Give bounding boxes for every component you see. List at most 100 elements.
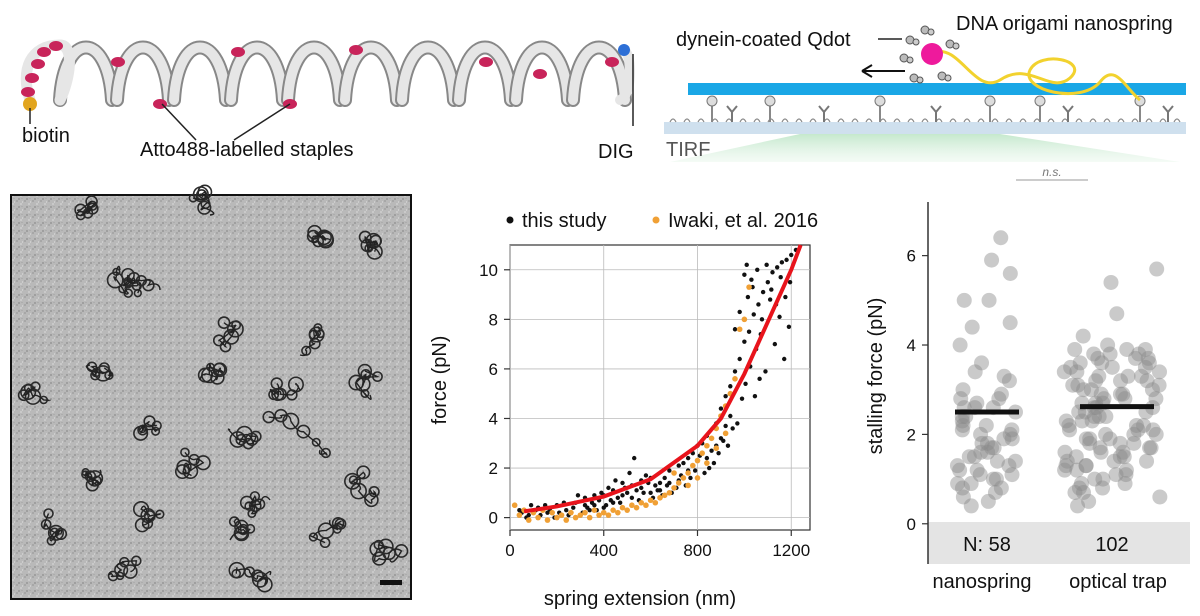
atto488-staple	[605, 57, 619, 67]
point-iwaki	[629, 502, 635, 509]
point-iwaki	[544, 517, 551, 523]
point-this-study	[732, 369, 738, 374]
nanospring-particle-loop	[43, 508, 54, 519]
stall-point-optical-trap	[1118, 467, 1134, 483]
point-this-study	[667, 480, 672, 486]
nanospring-particle-loop	[368, 485, 380, 498]
stall-point-optical-trap	[1091, 368, 1107, 384]
y-antibody	[1162, 105, 1174, 122]
stall-point-optical-trap	[1059, 453, 1075, 469]
stall-ticks: 0 2 4 6	[907, 247, 928, 534]
nanospring-particle-loop	[262, 410, 275, 424]
surface-coat	[921, 118, 929, 123]
stall-point-optical-trap	[1069, 364, 1085, 380]
stall-point-optical-trap	[1057, 462, 1073, 478]
point-iwaki	[511, 502, 518, 509]
point-this-study	[767, 297, 773, 302]
nanospring-particle-loop	[151, 426, 161, 436]
surface-coat	[1131, 118, 1139, 123]
point-this-study	[723, 423, 728, 429]
count-nanospring: N: 58	[963, 534, 1011, 556]
stall-point-optical-trap	[1116, 449, 1132, 465]
point-this-study	[613, 478, 618, 483]
point-this-study	[784, 257, 789, 263]
point-iwaki	[666, 490, 673, 496]
point-this-study	[688, 475, 693, 481]
dynein-motors	[899, 25, 960, 84]
point-this-study	[723, 393, 728, 399]
stall-tick-label: 2	[907, 425, 916, 444]
point-iwaki	[685, 470, 691, 476]
stall-point-optical-trap	[1117, 391, 1133, 407]
nanospring-particle	[85, 364, 113, 377]
surface-coat	[669, 118, 677, 123]
stall-point-optical-trap	[1092, 440, 1108, 456]
stall-point-optical-trap	[1082, 435, 1098, 451]
point-this-study	[617, 500, 623, 505]
point-this-study	[615, 495, 621, 500]
nanospring-particle	[181, 451, 205, 476]
stall-point-nanospring	[1004, 431, 1020, 447]
stall-point-nanospring	[955, 417, 971, 433]
point-this-study	[676, 463, 681, 468]
microtubule	[688, 83, 1186, 95]
nanospring-particle-loop	[319, 537, 331, 549]
point-iwaki	[746, 284, 752, 290]
stall-point-optical-trap	[1076, 382, 1092, 398]
stall-point-nanospring	[973, 426, 989, 442]
atto488-staple	[37, 47, 51, 57]
nanospring-particle-loop	[20, 383, 37, 401]
stall-point-optical-trap	[1086, 346, 1102, 362]
stall-point-optical-trap	[1095, 471, 1111, 487]
qdot	[921, 43, 943, 65]
stall-point-nanospring	[987, 484, 1003, 500]
stall-point-optical-trap	[1075, 484, 1091, 500]
stall-point-optical-trap	[1136, 417, 1152, 433]
point-this-study	[620, 480, 625, 486]
stall-point-nanospring	[1001, 373, 1017, 389]
point-this-study	[778, 275, 783, 280]
nanospring-particle	[355, 370, 381, 400]
point-iwaki	[591, 507, 598, 513]
nanospring-particle	[227, 428, 257, 445]
stall-tick-label: 0	[907, 515, 916, 534]
surface-coat	[949, 118, 957, 123]
nanospring-particle	[350, 471, 377, 504]
point-this-study	[718, 406, 724, 411]
stall-point-nanospring	[967, 364, 983, 380]
stall-point-nanospring	[972, 467, 988, 483]
stall-point-nanospring	[1004, 467, 1020, 483]
stall-point-optical-trap	[1062, 422, 1078, 438]
legend-iwaki: Iwaki, et al. 2016	[668, 210, 818, 232]
stall-point-nanospring	[963, 498, 979, 514]
stall-point-nanospring	[984, 440, 1000, 456]
point-this-study	[774, 265, 780, 270]
surface-coat	[739, 118, 747, 123]
y-antibody	[818, 105, 830, 122]
stall-point-optical-trap	[1081, 493, 1097, 509]
stall-point-nanospring	[1002, 315, 1018, 331]
point-this-study	[589, 500, 595, 505]
stall-point-optical-trap	[1088, 373, 1104, 389]
point-this-study	[709, 448, 714, 453]
stall-point-optical-trap	[1144, 382, 1160, 398]
point-iwaki	[619, 504, 626, 511]
stall-point-nanospring	[1004, 422, 1020, 438]
nanospring-particle-loop	[217, 316, 231, 329]
stall-point-optical-trap	[1067, 341, 1083, 357]
point-iwaki	[643, 502, 649, 509]
point-iwaki	[596, 512, 602, 518]
stall-point-optical-trap	[1128, 350, 1144, 366]
stall-point-nanospring	[984, 252, 1000, 268]
nanospring-particle	[22, 386, 51, 401]
nanospring-particle-loop	[369, 541, 386, 558]
coil	[169, 42, 231, 105]
point-this-study	[681, 460, 686, 466]
stall-point-nanospring	[954, 422, 970, 438]
point-iwaki	[699, 450, 705, 456]
atto488-staple	[349, 45, 363, 55]
nanospring-particle	[269, 382, 301, 396]
point-this-study	[641, 490, 646, 496]
point-this-study	[742, 272, 747, 277]
force-tick-label-y: 8	[489, 310, 498, 329]
